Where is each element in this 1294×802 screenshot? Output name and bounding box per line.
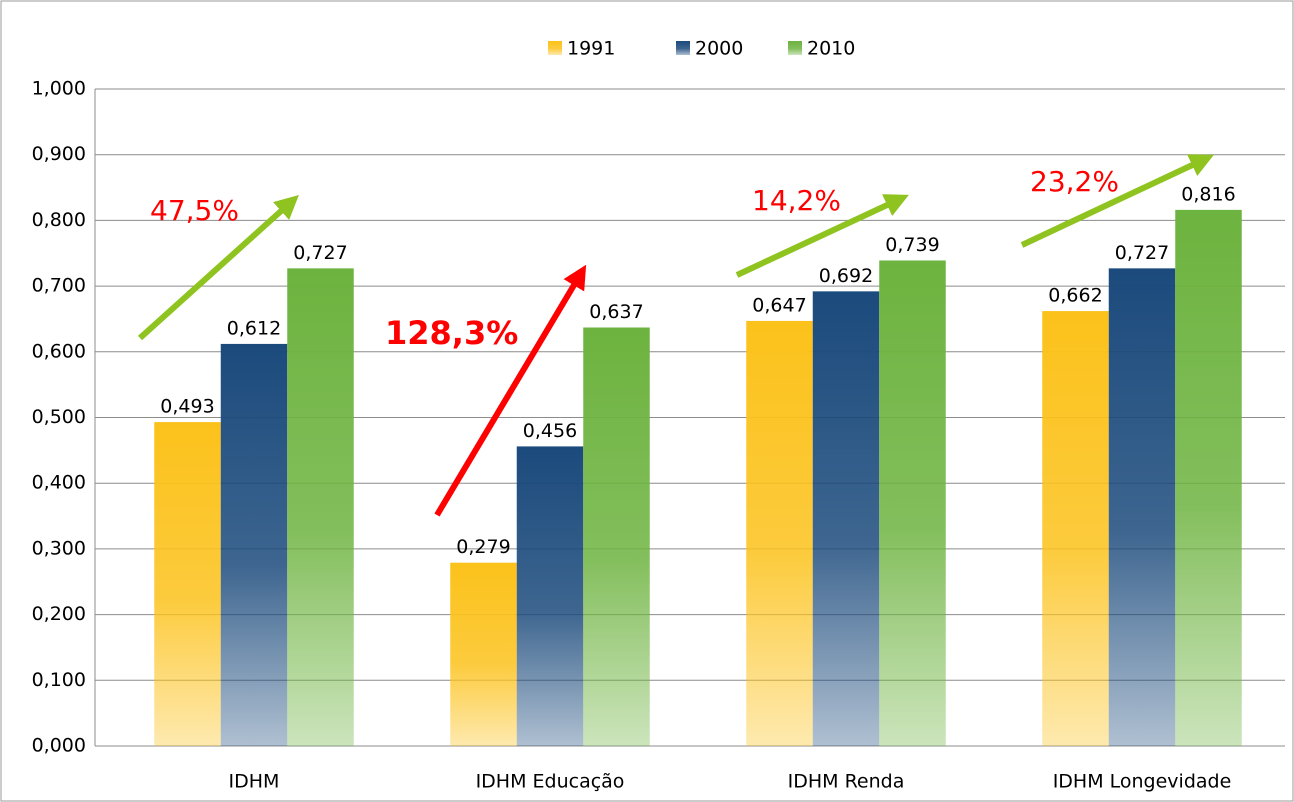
y-tick-label: 1,000 [32, 78, 86, 100]
bar [1175, 209, 1242, 746]
y-tick-label: 0,500 [32, 406, 86, 428]
bar [1108, 268, 1176, 746]
bar [220, 343, 288, 746]
annotation: 128,3% [385, 314, 518, 352]
arrow [1020, 154, 1214, 248]
legend-label: 1991 [567, 38, 615, 60]
legend-swatch [676, 41, 690, 55]
annotation: 23,2% [1030, 165, 1119, 198]
y-tick-label: 0,400 [32, 472, 86, 494]
annotation: 47,5% [150, 194, 239, 227]
bar [879, 260, 946, 746]
y-tick-label: 0,700 [32, 275, 86, 297]
annotation: 14,2% [752, 184, 841, 217]
legend-swatch [548, 41, 562, 55]
y-tick-label: 0,800 [32, 209, 86, 231]
legend-label: 2010 [807, 38, 855, 60]
data-label: 0,692 [819, 265, 873, 287]
x-tick-label: IDHM [229, 771, 280, 793]
x-tick-label: IDHM Renda [788, 771, 905, 793]
data-label: 0,612 [227, 317, 281, 339]
y-tick-label: 0,600 [32, 340, 86, 362]
y-tick-label: 0,900 [32, 143, 86, 165]
arrow [137, 194, 299, 341]
y-tick-label: 0,200 [32, 603, 86, 625]
bar [154, 422, 221, 746]
bar [812, 291, 880, 746]
y-tick-label: 0,300 [32, 537, 86, 559]
data-label: 0,647 [752, 294, 806, 316]
x-tick-label: IDHM Longevidade [1053, 771, 1232, 793]
bar [746, 320, 813, 746]
bar [287, 268, 354, 746]
bar [450, 562, 517, 746]
data-label: 0,739 [885, 234, 939, 256]
data-label: 0,727 [293, 242, 347, 264]
bar [1042, 311, 1109, 746]
data-label: 0,662 [1048, 285, 1102, 307]
x-tick-label: IDHM Educação [476, 771, 625, 793]
arrow [434, 264, 587, 517]
data-label: 0,493 [160, 396, 214, 418]
bar [516, 446, 584, 746]
data-label: 0,279 [456, 536, 510, 558]
data-label: 0,727 [1115, 242, 1169, 264]
legend-label: 2000 [695, 38, 743, 60]
data-label: 0,637 [589, 301, 643, 323]
y-tick-label: 0,000 [32, 735, 86, 757]
arrow [735, 194, 909, 278]
bar [583, 327, 650, 746]
legend-swatch [788, 41, 802, 55]
data-label: 0,816 [1181, 183, 1235, 205]
y-tick-label: 0,100 [32, 669, 86, 691]
data-label: 0,456 [523, 420, 577, 442]
